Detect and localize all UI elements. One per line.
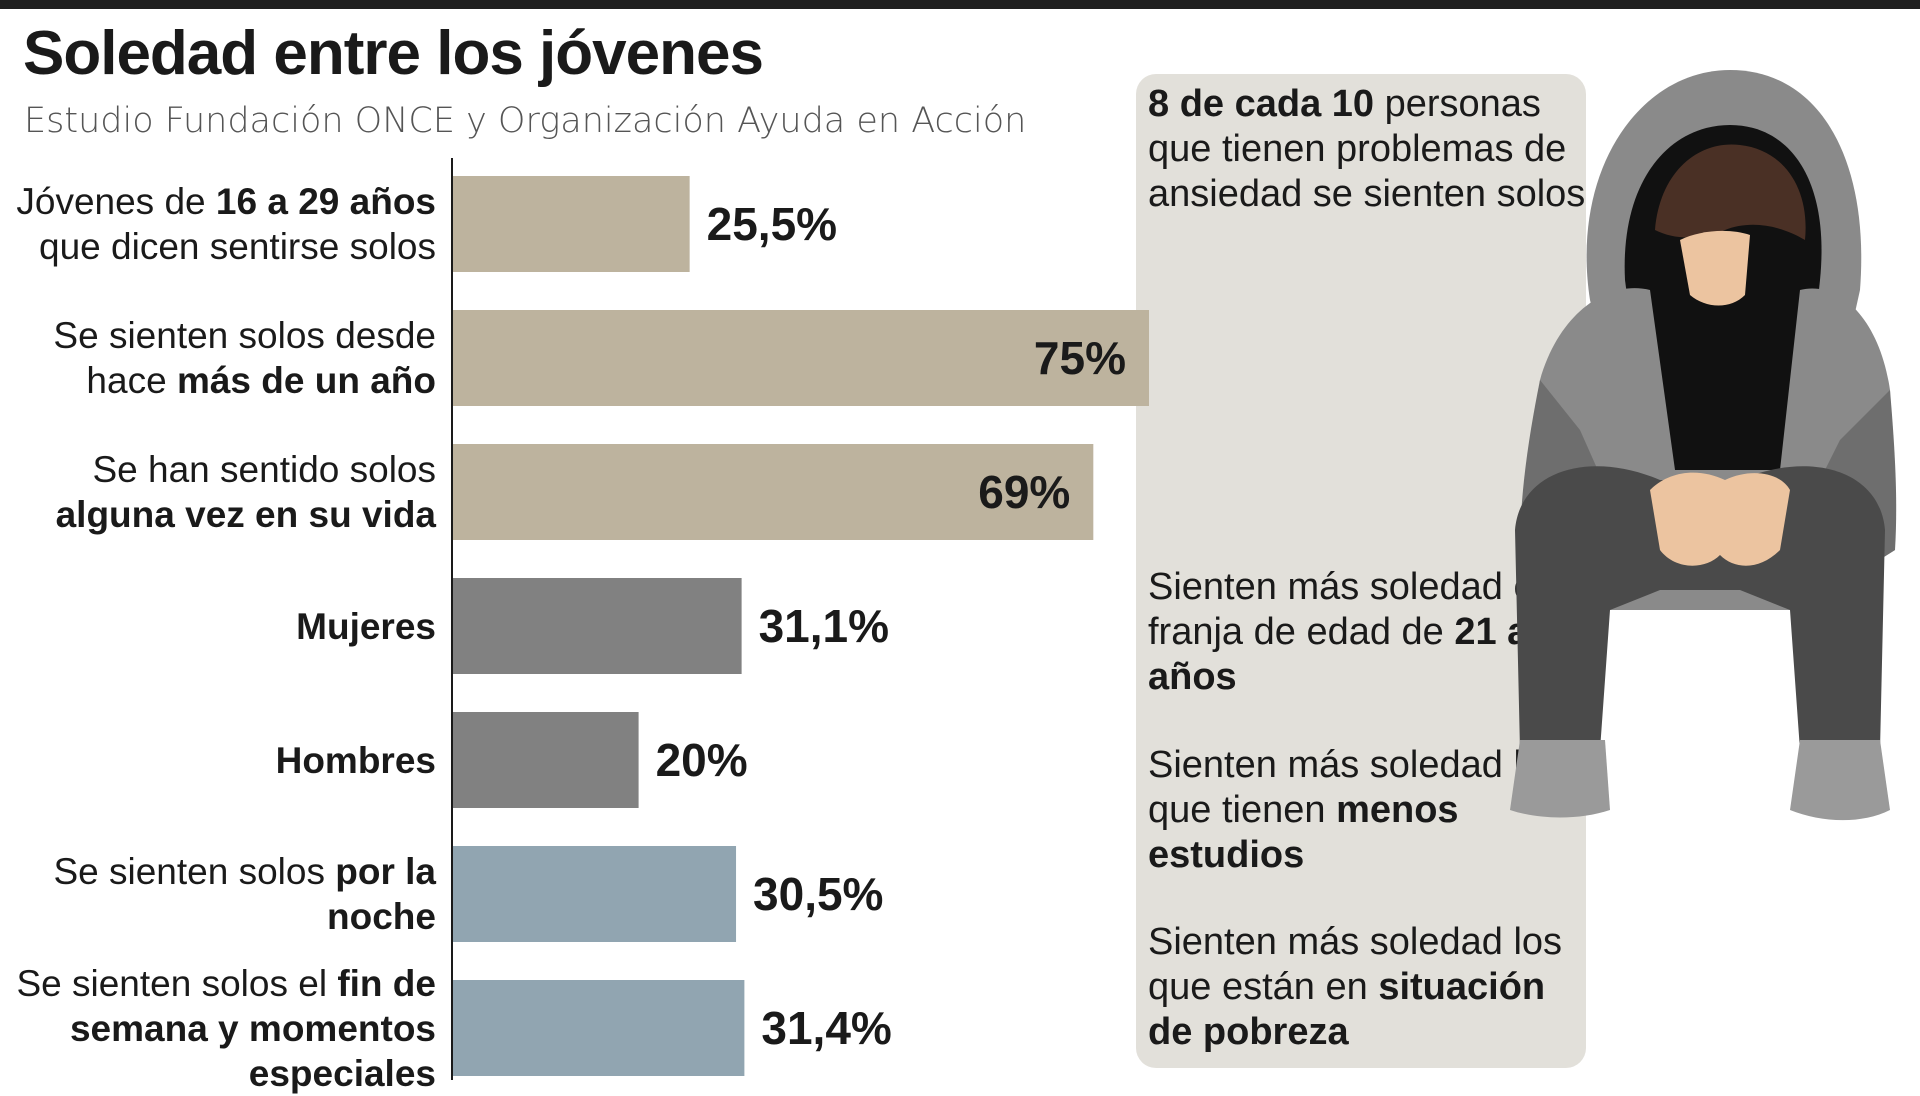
value-label-0: 25,5% <box>707 198 837 250</box>
chart-subtitle: Estudio Fundación ONCE y Organización Ay… <box>24 101 1027 141</box>
side-panel-text-3: Sienten más soledad los que están en sit… <box>1148 921 1563 1053</box>
category-label-5: Se sienten solos por la noche <box>53 851 436 937</box>
value-label-5: 30,5% <box>753 868 883 920</box>
category-label-2: Se han sentido solos alguna vez en su vi… <box>55 449 436 535</box>
bar-0 <box>453 176 690 272</box>
top-rule <box>0 0 1920 9</box>
category-label-4: Hombres <box>275 739 436 781</box>
category-label-1: Se sienten solos desde hace más de un añ… <box>53 315 436 401</box>
hooded-person-sitting-icon <box>1510 70 1897 821</box>
side-panel-text-2: Sienten más soledad los que tienen menos… <box>1148 744 1563 876</box>
right-shoe <box>1790 740 1890 821</box>
pants-shape <box>1515 466 1885 750</box>
value-label-2: 69% <box>978 466 1070 518</box>
hands-shape <box>1650 472 1790 566</box>
face-shape <box>1680 230 1750 306</box>
side-panel <box>1136 74 1586 1068</box>
value-label-6: 31,4% <box>761 1002 891 1054</box>
chart-title: Soledad entre los jóvenes <box>23 19 764 88</box>
left-shoe <box>1510 740 1610 818</box>
value-label-4: 20% <box>656 734 748 786</box>
category-label-3: Mujeres <box>296 605 436 647</box>
bar-2 <box>453 444 1094 540</box>
hair-shape <box>1655 144 1806 240</box>
bar-1 <box>453 310 1149 406</box>
category-label-0: Jóvenes de 16 a 29 años que dicen sentir… <box>16 181 436 267</box>
bar-5 <box>453 846 737 942</box>
bar-3 <box>453 578 742 674</box>
bar-4 <box>453 712 639 808</box>
category-label-6: Se sienten solos el fin de semana y mome… <box>16 962 436 1094</box>
value-label-1: 75% <box>1034 332 1126 384</box>
value-label-3: 31,1% <box>759 600 889 652</box>
side-panel-text-0: 8 de cada 10 personas que tienen problem… <box>1148 83 1586 215</box>
bar-6 <box>453 980 745 1076</box>
